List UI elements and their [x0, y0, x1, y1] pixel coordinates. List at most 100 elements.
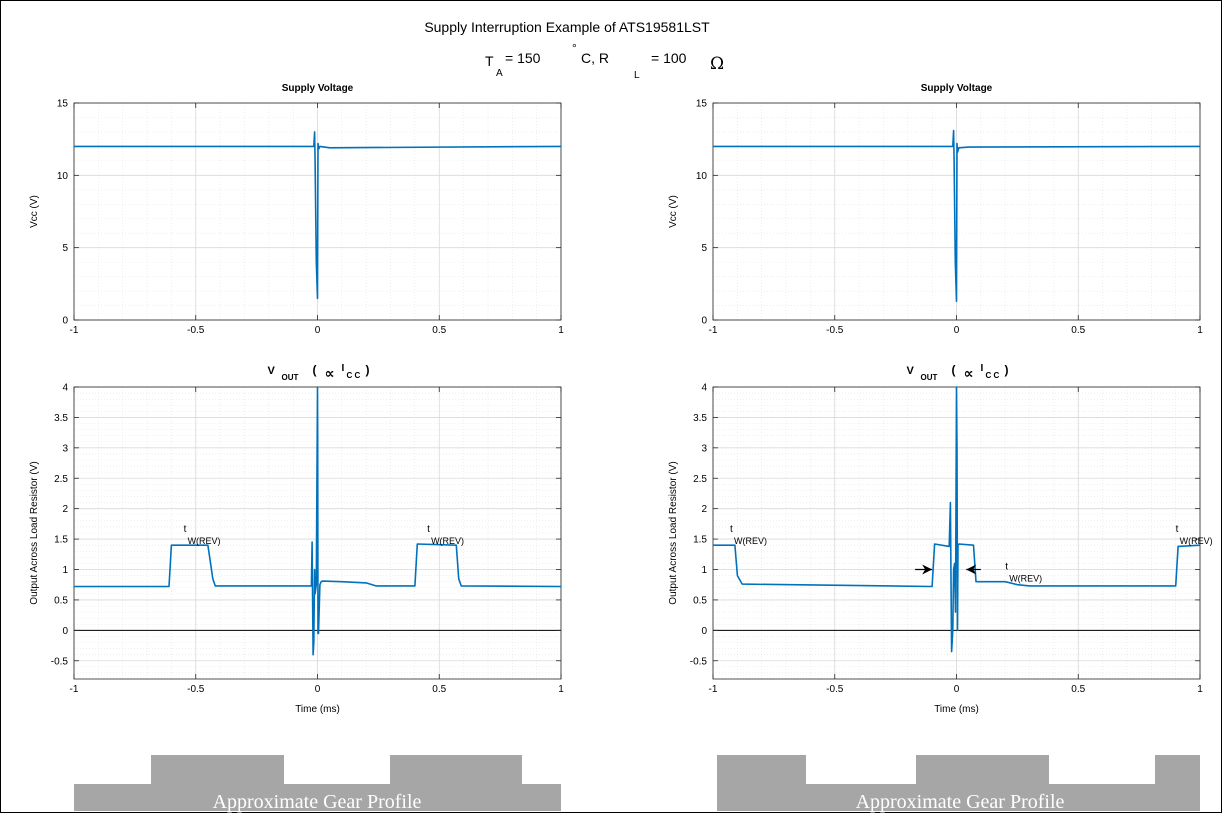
annotation-sub: W(REV) [1180, 536, 1213, 546]
y-tick-label: 0 [62, 626, 68, 637]
title-sub-out: OUT [282, 373, 299, 382]
x-tick-label: 1 [1197, 684, 1203, 695]
cond-l: L [634, 70, 640, 81]
x-tick-label: -1 [70, 325, 79, 336]
cond-eq1: = 150 [505, 50, 541, 66]
title-open: ( [313, 363, 317, 377]
x-axis-label: Time (ms) [295, 704, 340, 715]
title-open: ( [952, 363, 956, 377]
title-sub-cc: C C [347, 371, 361, 380]
plot-title: Supply Voltage [921, 83, 993, 94]
series-line [713, 386, 1201, 653]
y-tick-label: 1.5 [54, 535, 68, 546]
plot-title: V OUT (∝ IC C) [268, 363, 370, 382]
y-tick-label: 3.5 [54, 413, 68, 424]
y-axis-label: Vcc (V) [668, 195, 679, 228]
y-tick-label: 15 [696, 99, 708, 110]
arrow-head [922, 564, 933, 575]
annotation-t: t [427, 524, 430, 535]
figure-conditions: T A = 150 ° C, R L = 100 Ω [485, 41, 724, 81]
y-tick-label: 0 [62, 316, 68, 327]
x-tick-label: -1 [709, 684, 718, 695]
x-tick-label: 0.5 [1071, 325, 1085, 336]
chart-output-right: -1 -0.5 0 0.5 1 -0.5 0 0.5 1 1.5 2 2.5 3 3.5 4 V OUT (∝ IC… [668, 363, 1213, 715]
x-tick-label: -0.5 [826, 325, 844, 336]
y-tick-label: 1 [62, 565, 68, 576]
series-line [74, 131, 562, 300]
y-tick-label: 3.5 [693, 413, 707, 424]
figure-title: Supply Interruption Example of ATS19581L… [424, 19, 710, 35]
title-prop: ∝ [964, 366, 974, 382]
y-tick-label: 2.5 [54, 474, 68, 485]
x-tick-label: 0.5 [432, 684, 446, 695]
y-tick-label: 0 [701, 316, 707, 327]
y-tick-label: 2.5 [693, 474, 707, 485]
x-axis-label: Time (ms) [934, 704, 979, 715]
annotation-t: t [1176, 524, 1179, 535]
cond-t: T [485, 53, 494, 69]
x-tick-label: 1 [1197, 325, 1203, 336]
cond-a: A [496, 68, 503, 79]
x-tick-label: 0.5 [1071, 684, 1085, 695]
y-tick-label: 3 [701, 443, 707, 454]
y-tick-label: 4 [62, 383, 68, 394]
gear-shape [74, 755, 561, 811]
title-v: V [268, 365, 276, 377]
arrow-head [966, 564, 977, 575]
x-tick-label: 1 [558, 684, 564, 695]
y-tick-label: 5 [62, 243, 68, 254]
y-tick-label: 0 [701, 626, 707, 637]
y-tick-label: 2 [62, 504, 68, 515]
annotation-sub: W(REV) [188, 536, 221, 546]
title-v: V [907, 365, 915, 377]
y-axis-label: Output Across Load Resistor (V) [29, 461, 40, 604]
annotation-t: t [730, 524, 733, 535]
title-close: ) [1005, 363, 1009, 377]
annotation-sub: W(REV) [734, 536, 767, 546]
x-tick-label: 0 [315, 325, 321, 336]
title-sub-out: OUT [921, 373, 938, 382]
x-tick-label: 0 [954, 684, 960, 695]
x-tick-label: 0 [954, 325, 960, 336]
title-i: I [342, 363, 345, 374]
y-tick-label: 0.5 [693, 595, 707, 606]
gear-label: Approximate Gear Profile [856, 791, 1065, 813]
x-tick-label: -1 [709, 325, 718, 336]
y-tick-label: 1 [701, 565, 707, 576]
y-tick-label: 15 [57, 99, 69, 110]
chart-output-left: -1 -0.5 0 0.5 1 -0.5 0 0.5 1 1.5 2 2.5 3 3.5 4 V OUT (∝ IC… [29, 363, 564, 715]
y-tick-label: 2 [701, 504, 707, 515]
cond-ohm: Ω [710, 54, 724, 74]
y-axis-label: Vcc (V) [29, 195, 40, 228]
annotation-twrev: tW(REV) [427, 524, 464, 546]
annotation-twrev: tW(REV) [184, 524, 221, 546]
y-tick-label: 4 [701, 383, 707, 394]
title-i: I [981, 363, 984, 374]
title-sub-cc: C C [986, 371, 1000, 380]
y-tick-label: -0.5 [690, 656, 708, 667]
cond-deg: ° [572, 41, 577, 55]
annotation-twrev: tW(REV) [1005, 562, 1042, 584]
series-line [713, 129, 1201, 302]
x-tick-label: 0 [315, 684, 321, 695]
x-tick-label: -1 [70, 684, 79, 695]
y-tick-label: 10 [696, 171, 708, 182]
gear-shape [717, 755, 1200, 811]
annotation-sub: W(REV) [431, 536, 464, 546]
annotation-sub: W(REV) [1009, 574, 1042, 584]
annotation-t: t [184, 524, 187, 535]
annotation-twrev: tW(REV) [1176, 524, 1213, 546]
x-tick-label: -0.5 [826, 684, 844, 695]
gear-label: Approximate Gear Profile [213, 791, 422, 813]
series-line [74, 386, 562, 656]
y-axis-label: Output Across Load Resistor (V) [668, 461, 679, 604]
title-prop: ∝ [325, 366, 335, 382]
plot-title: Supply Voltage [282, 83, 354, 94]
y-tick-label: -0.5 [51, 656, 69, 667]
y-tick-label: 3 [62, 443, 68, 454]
cond-eq2: = 100 [651, 50, 687, 66]
y-tick-label: 5 [701, 243, 707, 254]
